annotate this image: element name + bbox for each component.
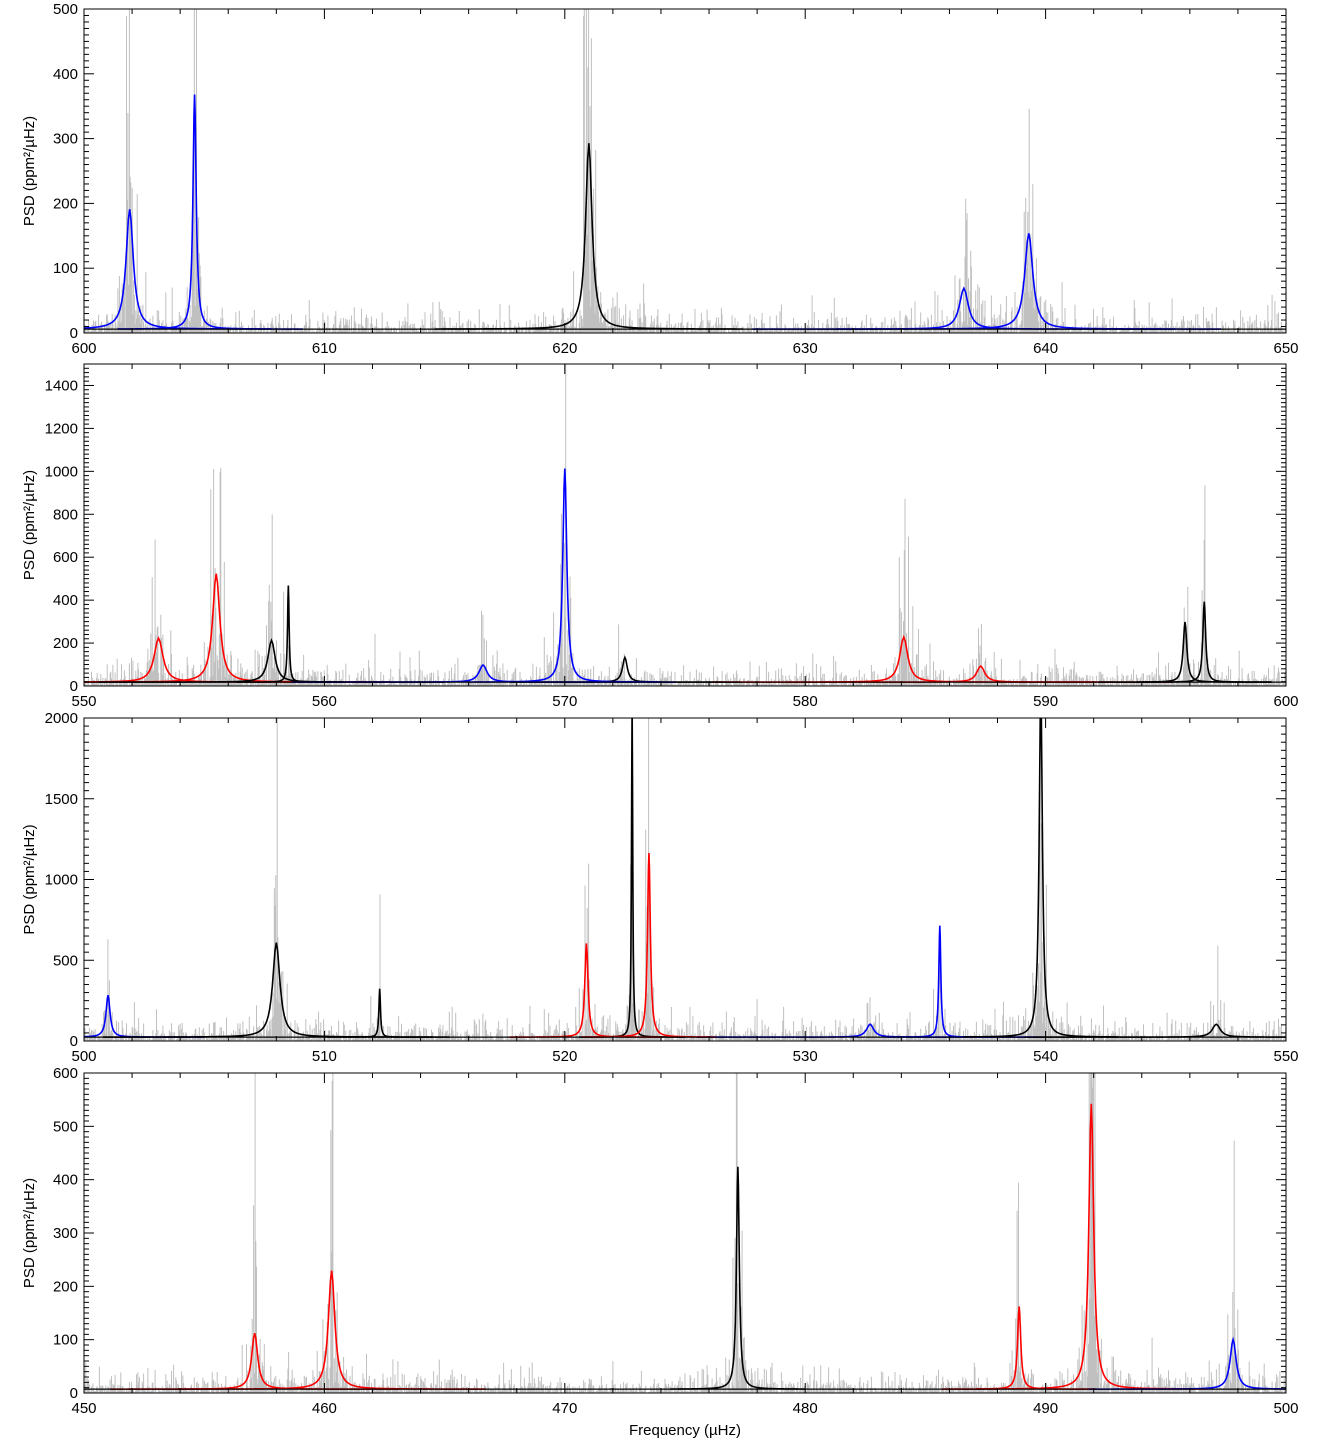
- panel-2: 550 560 570 580 590 600 0 200 400 600 800 1000 1200 1…: [21, 363, 1299, 710]
- y-tick-label: 400: [53, 592, 78, 609]
- y-tick-label: 500: [53, 1118, 78, 1135]
- x-tick-label: 650: [1273, 340, 1298, 357]
- x-tick-label: 510: [312, 1048, 337, 1065]
- y-tick-label: 300: [53, 131, 78, 148]
- x-tick-label: 580: [793, 693, 818, 710]
- x-tick-label: 600: [1273, 693, 1298, 710]
- x-tick-label: 500: [1273, 1400, 1298, 1417]
- x-tick-label: 560: [312, 693, 337, 710]
- y-tick-label: 200: [53, 635, 78, 652]
- x-tick-label: 590: [1033, 693, 1058, 710]
- y-tick-label: 0: [70, 1385, 78, 1402]
- y-tick-label: 800: [53, 506, 78, 523]
- y-tick-label: 0: [70, 325, 78, 342]
- x-tick-label: 630: [793, 340, 818, 357]
- x-tick-label: 520: [552, 1048, 577, 1065]
- observed-spectrum: [84, 718, 1286, 1041]
- y-axis-label: PSD (ppm²/µHz): [21, 824, 38, 934]
- y-tick-label: 100: [53, 1332, 78, 1349]
- y-tick-label: 2000: [45, 710, 78, 727]
- x-tick-label: 540: [1033, 1048, 1058, 1065]
- x-axis-label: Frequency (µHz): [629, 1422, 741, 1439]
- y-tick-label: 1400: [45, 377, 78, 394]
- observed-spectrum: [84, 9, 1286, 333]
- x-tick-label: 600: [71, 340, 96, 357]
- plot-frame: [83, 363, 1287, 687]
- x-tick-label: 490: [1033, 1400, 1058, 1417]
- plot-frame: [83, 717, 1287, 1042]
- panel-4: 450 460 470 480 490 500 0 100 200 300 400 500 600 PSD…: [21, 1065, 1299, 1439]
- y-tick-label: 0: [70, 1033, 78, 1050]
- x-tick-label: 450: [71, 1400, 96, 1417]
- y-tick-label: 200: [53, 195, 78, 212]
- plot-frame: [83, 8, 1287, 334]
- x-tick-label: 640: [1033, 340, 1058, 357]
- y-tick-label: 300: [53, 1225, 78, 1242]
- y-tick-label: 1000: [45, 872, 78, 889]
- x-tick-label: 550: [71, 693, 96, 710]
- x-tick-label: 500: [71, 1048, 96, 1065]
- x-tick-label: 530: [793, 1048, 818, 1065]
- y-tick-label: 400: [53, 66, 78, 83]
- y-tick-label: 600: [53, 1065, 78, 1082]
- y-tick-label: 1500: [45, 791, 78, 808]
- x-tick-label: 460: [312, 1400, 337, 1417]
- y-tick-label: 500: [53, 952, 78, 969]
- y-tick-label: 0: [70, 678, 78, 695]
- x-tick-label: 620: [552, 340, 577, 357]
- observed-spectrum: [84, 1073, 1286, 1393]
- x-tick-label: 550: [1273, 1048, 1298, 1065]
- y-axis-label: PSD (ppm²/µHz): [21, 116, 38, 226]
- y-tick-label: 100: [53, 260, 78, 277]
- x-tick-label: 570: [552, 693, 577, 710]
- x-tick-label: 480: [793, 1400, 818, 1417]
- y-tick-label: 1200: [45, 420, 78, 437]
- observed-spectrum: [84, 364, 1286, 686]
- x-tick-label: 470: [552, 1400, 577, 1417]
- y-axis-label: PSD (ppm²/µHz): [21, 1178, 38, 1288]
- y-tick-label: 400: [53, 1172, 78, 1189]
- y-tick-label: 600: [53, 549, 78, 566]
- y-tick-label: 1000: [45, 463, 78, 480]
- panel-1: 600 610 620 630 640 650 0 100 200 300 400 500 PSD (p…: [21, 1, 1299, 357]
- x-tick-label: 610: [312, 340, 337, 357]
- y-axis-label: PSD (ppm²/µHz): [21, 470, 38, 580]
- y-tick-label: 200: [53, 1278, 78, 1295]
- y-tick-label: 500: [53, 1, 78, 18]
